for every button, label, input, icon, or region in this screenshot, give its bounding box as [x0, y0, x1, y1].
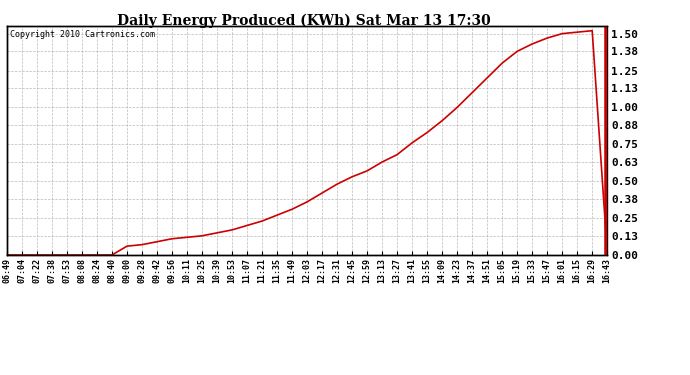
Text: Copyright 2010 Cartronics.com: Copyright 2010 Cartronics.com	[10, 30, 155, 39]
Text: Daily Energy Produced (KWh) Sat Mar 13 17:30: Daily Energy Produced (KWh) Sat Mar 13 1…	[117, 13, 491, 27]
